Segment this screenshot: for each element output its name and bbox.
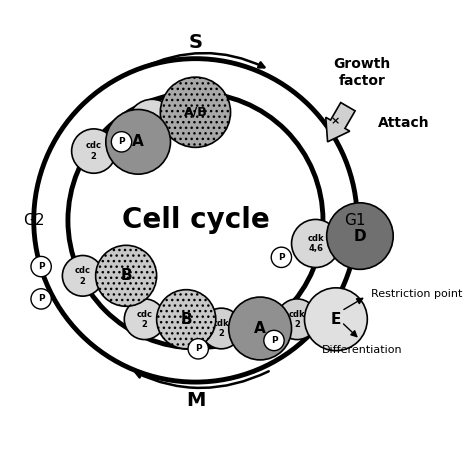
Text: cdk
4,6: cdk 4,6 xyxy=(307,234,324,253)
Circle shape xyxy=(271,247,292,267)
Text: P: P xyxy=(271,336,277,345)
Circle shape xyxy=(63,255,103,296)
Text: A/B: A/B xyxy=(183,106,207,119)
Circle shape xyxy=(188,338,209,359)
Text: cdc
2: cdc 2 xyxy=(86,141,102,161)
Circle shape xyxy=(264,330,284,351)
Circle shape xyxy=(327,203,393,269)
Text: A: A xyxy=(254,321,266,336)
Text: P: P xyxy=(38,262,45,271)
Text: cdk
2: cdk 2 xyxy=(289,310,305,329)
Circle shape xyxy=(229,297,292,360)
Circle shape xyxy=(124,299,165,339)
Circle shape xyxy=(128,100,176,147)
Circle shape xyxy=(106,109,171,174)
Text: P: P xyxy=(118,137,125,146)
Text: cdc
2: cdc 2 xyxy=(75,266,91,285)
Text: Growth
factor: Growth factor xyxy=(333,57,391,88)
Text: E: E xyxy=(331,312,341,327)
Circle shape xyxy=(277,299,318,339)
Text: Cell cycle: Cell cycle xyxy=(121,206,269,234)
Circle shape xyxy=(292,219,339,267)
Circle shape xyxy=(31,289,51,309)
Text: B: B xyxy=(181,312,192,327)
Text: ×: × xyxy=(330,117,340,127)
Circle shape xyxy=(111,132,132,152)
Circle shape xyxy=(156,290,216,349)
Text: G1: G1 xyxy=(345,213,366,228)
Text: cdk
2: cdk 2 xyxy=(213,319,229,338)
Text: Differentiation: Differentiation xyxy=(321,345,402,355)
Text: P: P xyxy=(195,344,201,353)
Text: A: A xyxy=(132,134,144,149)
Circle shape xyxy=(201,308,242,349)
Circle shape xyxy=(68,93,323,348)
Text: cdc
2: cdc 2 xyxy=(144,114,160,133)
Text: D: D xyxy=(354,228,366,244)
Text: G2: G2 xyxy=(23,213,45,228)
Circle shape xyxy=(31,256,51,277)
Circle shape xyxy=(72,129,116,173)
Text: Attach: Attach xyxy=(378,116,429,130)
Text: M: M xyxy=(186,391,205,410)
Text: cdc
2: cdc 2 xyxy=(137,310,153,329)
Circle shape xyxy=(96,246,156,306)
Text: P: P xyxy=(38,294,45,303)
Circle shape xyxy=(160,77,230,147)
Text: S: S xyxy=(189,33,202,52)
Circle shape xyxy=(304,288,367,351)
Text: B: B xyxy=(120,268,132,283)
Text: P: P xyxy=(278,253,285,262)
FancyArrow shape xyxy=(326,102,355,142)
Text: Restriction point: Restriction point xyxy=(371,289,463,299)
